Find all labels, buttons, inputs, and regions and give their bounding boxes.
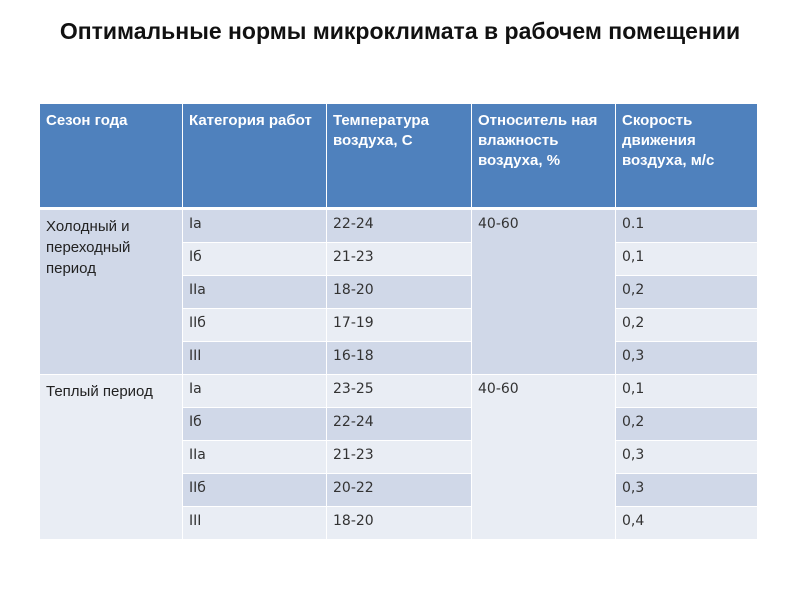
- humidity-cell: 40-60: [472, 375, 616, 540]
- air-speed-cell: 0,2: [616, 408, 757, 441]
- table-row: Холодный и переходный период Ia 22-24 40…: [40, 210, 757, 375]
- air-speed-cell: 0,3: [616, 342, 757, 375]
- category-cell: Iб: [183, 243, 327, 276]
- season-cell: Холодный и переходный период: [40, 210, 183, 375]
- table-row: Теплый период Ia 23-25 40-60 0,1: [40, 375, 757, 540]
- header-row: Сезон года Категория работ Температура в…: [40, 104, 757, 210]
- category-cell: Iб: [183, 408, 327, 441]
- temperature-cell: 17-19: [327, 309, 472, 342]
- temperature-cell: 18-20: [327, 507, 472, 540]
- temperature-cell: 21-23: [327, 243, 472, 276]
- category-cell: IIa: [183, 276, 327, 309]
- category-cell: III: [183, 342, 327, 375]
- header-humidity: Относитель ная влажность воздуха, %: [472, 104, 616, 210]
- temperature-cell: 16-18: [327, 342, 472, 375]
- table-row: III 18-20 0,4: [40, 507, 757, 540]
- header-season: Сезон года: [40, 104, 183, 210]
- temperature-cell: 22-24: [327, 408, 472, 441]
- temperature-cell: 23-25: [327, 375, 472, 408]
- category-cell: IIб: [183, 474, 327, 507]
- table-row: IIa 21-23 0,3: [40, 441, 757, 474]
- temperature-cell: 18-20: [327, 276, 472, 309]
- temperature-cell: 22-24: [327, 210, 472, 243]
- table-row: IIб 20-22 0,3: [40, 474, 757, 507]
- table-row: Iб 21-23 0,1: [40, 243, 757, 276]
- air-speed-cell: 0,1: [616, 375, 757, 408]
- slide-title: Оптимальные нормы микроклимата в рабочем…: [59, 18, 741, 44]
- category-cell: III: [183, 507, 327, 540]
- header-temperature: Температура воздуха, С: [327, 104, 472, 210]
- temperature-cell: 21-23: [327, 441, 472, 474]
- air-speed-cell: 0,4: [616, 507, 757, 540]
- header-air-speed: Скорость движения воздуха, м/с: [616, 104, 757, 210]
- air-speed-cell: 0.1: [616, 210, 757, 243]
- microclimate-table: Сезон года Категория работ Температура в…: [40, 104, 757, 540]
- table-row: III 16-18 0,3: [40, 342, 757, 375]
- air-speed-cell: 0,2: [616, 276, 757, 309]
- air-speed-cell: 0,2: [616, 309, 757, 342]
- air-speed-cell: 0,3: [616, 441, 757, 474]
- air-speed-cell: 0,3: [616, 474, 757, 507]
- category-cell: Ia: [183, 210, 327, 243]
- category-cell: Ia: [183, 375, 327, 408]
- season-cell: Теплый период: [40, 375, 183, 540]
- air-speed-cell: 0,1: [616, 243, 757, 276]
- humidity-cell: 40-60: [472, 210, 616, 375]
- table-row: IIб 17-19 0,2: [40, 309, 757, 342]
- table-row: Iб 22-24 0,2: [40, 408, 757, 441]
- temperature-cell: 20-22: [327, 474, 472, 507]
- table-row: IIa 18-20 0,2: [40, 276, 757, 309]
- category-cell: IIб: [183, 309, 327, 342]
- category-cell: IIa: [183, 441, 327, 474]
- header-category: Категория работ: [183, 104, 327, 210]
